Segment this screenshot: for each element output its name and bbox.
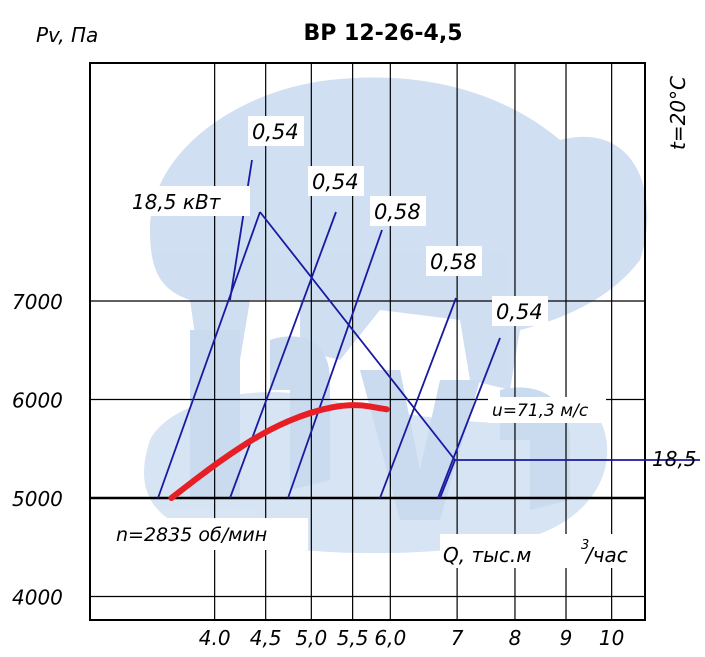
pressure-curve-layer bbox=[168, 402, 390, 501]
x-tick-label: 5,0 bbox=[295, 626, 327, 650]
efficiency-line bbox=[287, 229, 383, 499]
grid bbox=[90, 63, 645, 620]
plot-frame bbox=[89, 62, 646, 621]
efficiency-line bbox=[379, 297, 457, 499]
efficiency-label-box bbox=[492, 296, 548, 326]
efficiency-label-box bbox=[248, 116, 304, 146]
power-lines bbox=[259, 211, 700, 499]
x-tick-label: 7 bbox=[451, 626, 464, 650]
x-tick-label: 8 bbox=[509, 626, 522, 650]
y-tick-label: 4000 bbox=[12, 586, 63, 610]
efficiency-label: 0,54 bbox=[252, 120, 299, 144]
efficiency-label: 0,54 bbox=[496, 300, 543, 324]
efficiency-label-box bbox=[426, 246, 482, 276]
temperature-label: t=20°С bbox=[666, 76, 690, 150]
x-tick-label: 9 bbox=[560, 626, 573, 650]
x-tick-labels: 4.0 4,5 5,0 5,5 6,0 7 8 9 10 bbox=[199, 626, 625, 650]
chart-title: ВР 12-26-4,5 bbox=[303, 21, 462, 46]
speed-label: n=2835 об/мин bbox=[116, 524, 267, 546]
pressure-curve bbox=[168, 402, 390, 501]
velocity-label: u=71,3 м/с bbox=[492, 401, 589, 421]
power-label: 18,5 кВт bbox=[132, 190, 222, 214]
x-tick-label: 5,5 bbox=[337, 626, 369, 650]
brand-watermark-logo bbox=[144, 77, 648, 554]
efficiency-label: 0,54 bbox=[312, 170, 359, 194]
efficiency-label: 0,58 bbox=[430, 250, 477, 274]
x-tick-label: 10 bbox=[599, 626, 624, 650]
x-axis-label-superscript: 3 bbox=[581, 538, 589, 553]
x-axis-label: Q, тыс.м bbox=[443, 543, 531, 567]
efficiency-line bbox=[437, 337, 501, 499]
y-tick-label: 6000 bbox=[12, 389, 63, 413]
efficiency-label-box bbox=[370, 196, 426, 226]
efficiency-line bbox=[229, 159, 253, 301]
x-tick-label: 4.0 bbox=[199, 626, 231, 650]
y-axis-label: Pv, Па bbox=[36, 23, 98, 47]
y-tick-label: 5000 bbox=[12, 487, 63, 511]
y-tick-labels: 7000 6000 5000 4000 bbox=[12, 290, 63, 610]
efficiency-label-box bbox=[308, 166, 364, 196]
efficiency-lines bbox=[157, 159, 501, 499]
power-right-label: 18,5 bbox=[652, 447, 697, 471]
efficiency-label: 0,58 bbox=[374, 200, 421, 224]
efficiency-labels: 0,54 0,54 0,58 0,58 0,54 bbox=[248, 116, 548, 326]
x-tick-label: 6,0 bbox=[374, 626, 406, 650]
x-tick-label: 4,5 bbox=[250, 626, 282, 650]
x-axis-label-suffix: /час bbox=[584, 543, 628, 567]
y-tick-label: 7000 bbox=[12, 290, 63, 314]
efficiency-line bbox=[157, 211, 261, 499]
efficiency-line bbox=[229, 211, 337, 499]
power-line-tail bbox=[439, 459, 456, 499]
